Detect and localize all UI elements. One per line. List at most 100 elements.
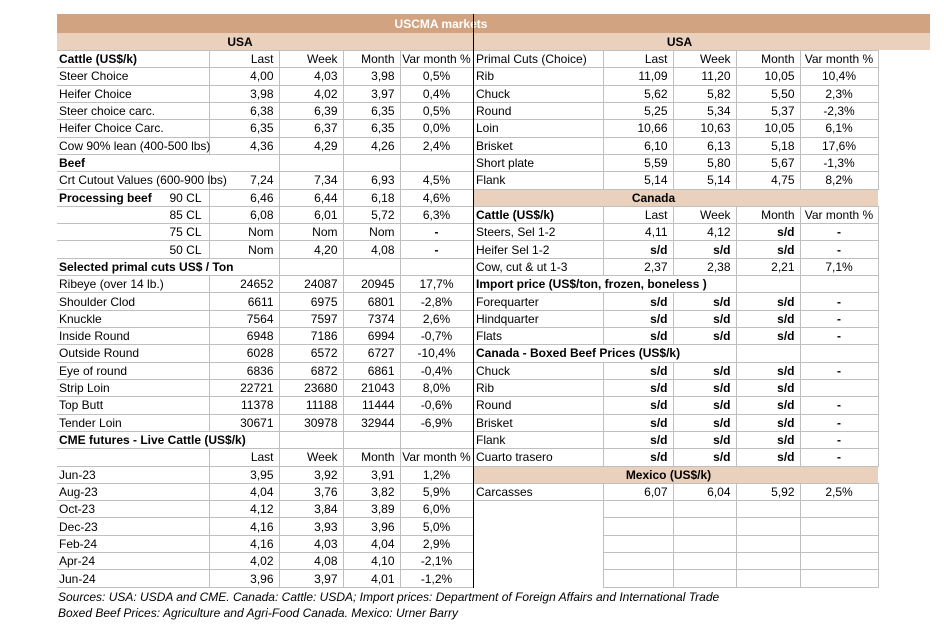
value-cell: 11378 xyxy=(208,396,280,415)
table-row: Chuck s/d s/d s/d - xyxy=(474,361,879,380)
value-cell: 1,2% xyxy=(399,465,474,484)
value-cell: 7,1% xyxy=(799,257,879,277)
table-row: Processing beef 90 CL 6,46 6,44 6,18 4,6% xyxy=(57,188,474,207)
value-cell: 3,98 xyxy=(342,67,401,86)
value-cell xyxy=(342,257,401,277)
value-cell: s/d xyxy=(602,240,674,259)
label-cell xyxy=(474,518,603,535)
row-label-right: 85 CL xyxy=(169,207,202,222)
column-header: Var month % xyxy=(399,448,474,467)
row-label: Steers, Sel 1-2 xyxy=(474,223,604,242)
table-row xyxy=(474,500,879,519)
value-cell: 5,59 xyxy=(602,153,674,173)
value-cell: 3,91 xyxy=(342,465,401,484)
value-cell: - xyxy=(799,430,879,450)
row-label: Heifer Sel 1-2 xyxy=(474,240,604,259)
row-label: Top Butt xyxy=(57,396,210,415)
region-band-label: USA xyxy=(666,34,693,49)
row-label: Ribeye (over 14 lb.) xyxy=(57,275,210,294)
value-cell: 10,05 xyxy=(735,67,801,86)
value-cell: 11444 xyxy=(342,396,401,415)
value-cell: 6,38 xyxy=(208,101,280,121)
value-cell: - xyxy=(799,326,879,346)
table-row: Cattle (US$/k) Last Week Month Var month % xyxy=(474,205,879,225)
value-cell: s/d xyxy=(735,240,801,259)
row-label: Knuckle xyxy=(57,309,210,329)
value-cell xyxy=(799,517,879,536)
table-row: Mexico (US$/k) xyxy=(474,466,878,484)
value-cell: -2,8% xyxy=(399,292,474,311)
value-cell: s/d xyxy=(735,326,801,346)
table-row: Oct-23 4,12 3,84 3,89 6,0% xyxy=(57,500,474,519)
column-header: Last xyxy=(602,205,674,225)
value-cell xyxy=(602,552,674,571)
table-row: Flank s/d s/d s/d - xyxy=(474,430,879,450)
value-cell: -0,7% xyxy=(399,326,474,346)
value-cell: 4,26 xyxy=(342,136,401,155)
table-row: Inside Round 6948 7186 6994 -0,7% xyxy=(57,326,474,346)
column-header: Var month % xyxy=(799,49,879,69)
label-cell xyxy=(474,570,603,587)
value-cell: s/d xyxy=(602,413,674,432)
value-cell: 6028 xyxy=(208,344,280,363)
table-row: Dec-23 4,16 3,93 3,96 5,0% xyxy=(57,517,474,536)
row-label: Flank xyxy=(474,430,604,450)
row-label: Brisket xyxy=(474,413,604,432)
column-header: Var month % xyxy=(799,205,879,225)
value-cell: 4,5% xyxy=(399,171,474,190)
value-cell: 5,0% xyxy=(399,517,474,536)
row-label: Round xyxy=(474,101,604,121)
value-cell xyxy=(672,552,737,571)
value-cell: 5,72 xyxy=(342,205,401,225)
value-cell: s/d xyxy=(602,292,674,311)
section-label: Canada - Boxed Beef Prices (US$/k) xyxy=(474,344,737,363)
value-cell: 4,12 xyxy=(672,223,737,242)
value-cell: s/d xyxy=(602,448,674,467)
value-cell: s/d xyxy=(672,413,737,432)
row-label: Brisket xyxy=(474,136,604,155)
value-cell: 10,05 xyxy=(735,119,801,138)
value-cell xyxy=(602,569,674,588)
value-cell: 4,04 xyxy=(342,534,401,554)
value-cell: 6,46 xyxy=(208,188,280,207)
value-cell: 6,93 xyxy=(342,171,401,190)
table-row: Heifer Choice 3,98 4,02 3,97 0,4% xyxy=(57,84,474,103)
row-label: Eye of round xyxy=(57,361,210,380)
section-label: Beef xyxy=(57,153,280,173)
row-label: Processing beef 90 CL xyxy=(57,188,210,207)
row-label: Dec-23 xyxy=(57,517,210,536)
value-cell: 7,24 xyxy=(208,171,280,190)
value-cell: 6,3% xyxy=(399,205,474,225)
row-label: Steer Choice xyxy=(57,67,210,86)
value-cell: 4,08 xyxy=(278,552,344,571)
table-row: Cow 90% lean (400-500 lbs) 4,36 4,29 4,26 2,… xyxy=(57,136,474,155)
column-header: Week xyxy=(672,49,737,69)
value-cell: 6727 xyxy=(342,344,401,363)
report-title-bar: USCMA markets xyxy=(57,14,930,33)
value-cell: 8,0% xyxy=(399,378,474,398)
row-label: Feb-24 xyxy=(57,534,210,554)
table-row: Top Butt 11378 11188 11444 -0,6% xyxy=(57,396,474,415)
column-header: Week xyxy=(278,448,344,467)
value-cell: 5,50 xyxy=(735,84,801,103)
value-cell xyxy=(342,153,401,173)
row-label: Chuck xyxy=(474,84,604,103)
value-cell: 6,44 xyxy=(278,188,344,207)
value-cell: 5,62 xyxy=(602,84,674,103)
value-cell: 17,7% xyxy=(399,275,474,294)
value-cell: s/d xyxy=(672,309,737,329)
value-cell: 3,76 xyxy=(278,482,344,502)
value-cell xyxy=(672,500,737,519)
value-cell xyxy=(278,153,344,173)
row-label: Jun-23 xyxy=(57,465,210,484)
value-cell: 20945 xyxy=(342,275,401,294)
row-label-right: 75 CL xyxy=(169,225,202,240)
row-label: Flank xyxy=(474,171,604,190)
value-cell: 2,9% xyxy=(399,534,474,554)
value-cell: 3,92 xyxy=(278,465,344,484)
value-cell: -2,3% xyxy=(799,101,879,121)
table-section-title: Cattle (US$/k) xyxy=(57,49,210,69)
value-cell: Nom xyxy=(208,240,280,259)
value-cell xyxy=(799,552,879,571)
